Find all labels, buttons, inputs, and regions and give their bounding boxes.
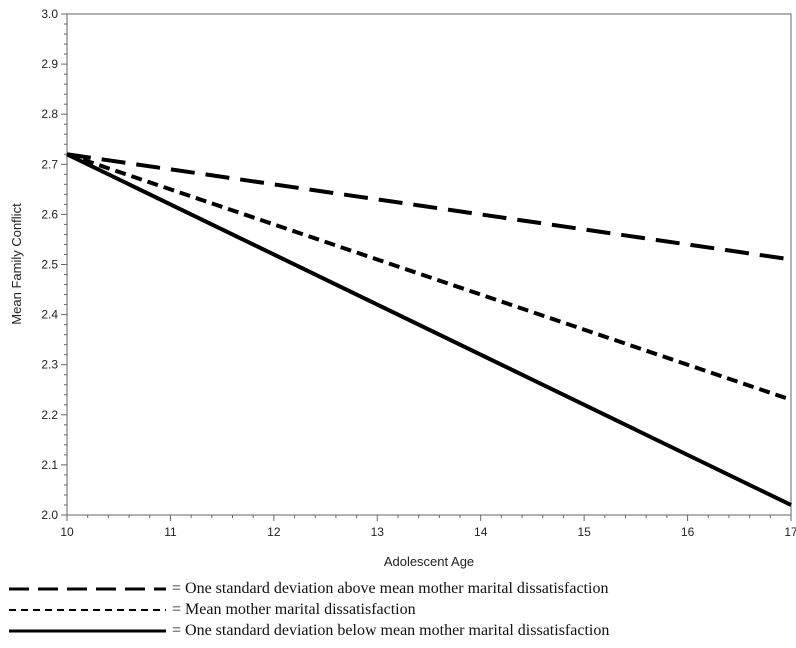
y-tick-label: 3.0 — [41, 7, 58, 21]
legend-item: = Mean mother marital dissatisfaction — [8, 599, 788, 620]
x-tick-label: 16 — [681, 525, 695, 539]
x-tick-label: 11 — [164, 525, 177, 539]
x-tick-label: 17 — [784, 525, 796, 539]
y-tick-label: 2.2 — [41, 408, 58, 422]
y-axis-title: Mean Family Conflict — [9, 203, 24, 325]
x-axis-title: Adolescent Age — [384, 554, 474, 569]
y-tick-label: 2.1 — [41, 458, 58, 472]
series-lines — [66, 152, 792, 507]
y-tick-label: 2.6 — [41, 207, 58, 221]
legend-swatch-short-dash — [9, 609, 166, 611]
legend-item: = One standard deviation below mean moth… — [8, 620, 788, 641]
legend-swatch-long-dash — [9, 587, 166, 591]
y-tick-label: 2.8 — [41, 107, 58, 121]
y-tick-label: 2.0 — [41, 508, 58, 522]
y-tick-label: 2.9 — [41, 57, 58, 71]
legend-item: = One standard deviation above mean moth… — [8, 578, 788, 599]
x-axis-ticks: 10 11 12 13 14 15 16 17 — [60, 515, 796, 539]
series-line-short-dash — [66, 152, 792, 402]
plot-frame — [66, 13, 792, 516]
y-tick-label: 2.7 — [41, 157, 58, 171]
y-tick-label: 2.5 — [41, 258, 58, 272]
y-tick-label: 2.3 — [41, 358, 58, 372]
legend-label: = Mean mother marital dissatisfaction — [172, 601, 416, 618]
y-axis-ticks: 2.0 2.1 2.2 2.3 2.4 2.5 2.6 2.7 2.8 2.9 3.0 — [41, 7, 67, 522]
legend: = One standard deviation above mean moth… — [8, 578, 788, 641]
legend-swatch-solid — [9, 629, 166, 633]
series-line-solid — [66, 152, 792, 507]
line-chart: 2.0 2.1 2.2 2.3 2.4 2.5 2.6 2.7 2.8 2.9 3.0 10 11 12… — [9, 7, 796, 569]
x-tick-label: 15 — [577, 525, 591, 539]
x-tick-label: 13 — [371, 525, 385, 539]
series-line-long-dash — [66, 152, 792, 262]
y-tick-label: 2.4 — [41, 308, 58, 322]
x-tick-label: 10 — [60, 525, 74, 539]
x-tick-label: 14 — [474, 525, 488, 539]
legend-label: = One standard deviation above mean moth… — [172, 580, 609, 597]
x-tick-label: 12 — [267, 525, 281, 539]
legend-label: = One standard deviation below mean moth… — [172, 622, 610, 639]
